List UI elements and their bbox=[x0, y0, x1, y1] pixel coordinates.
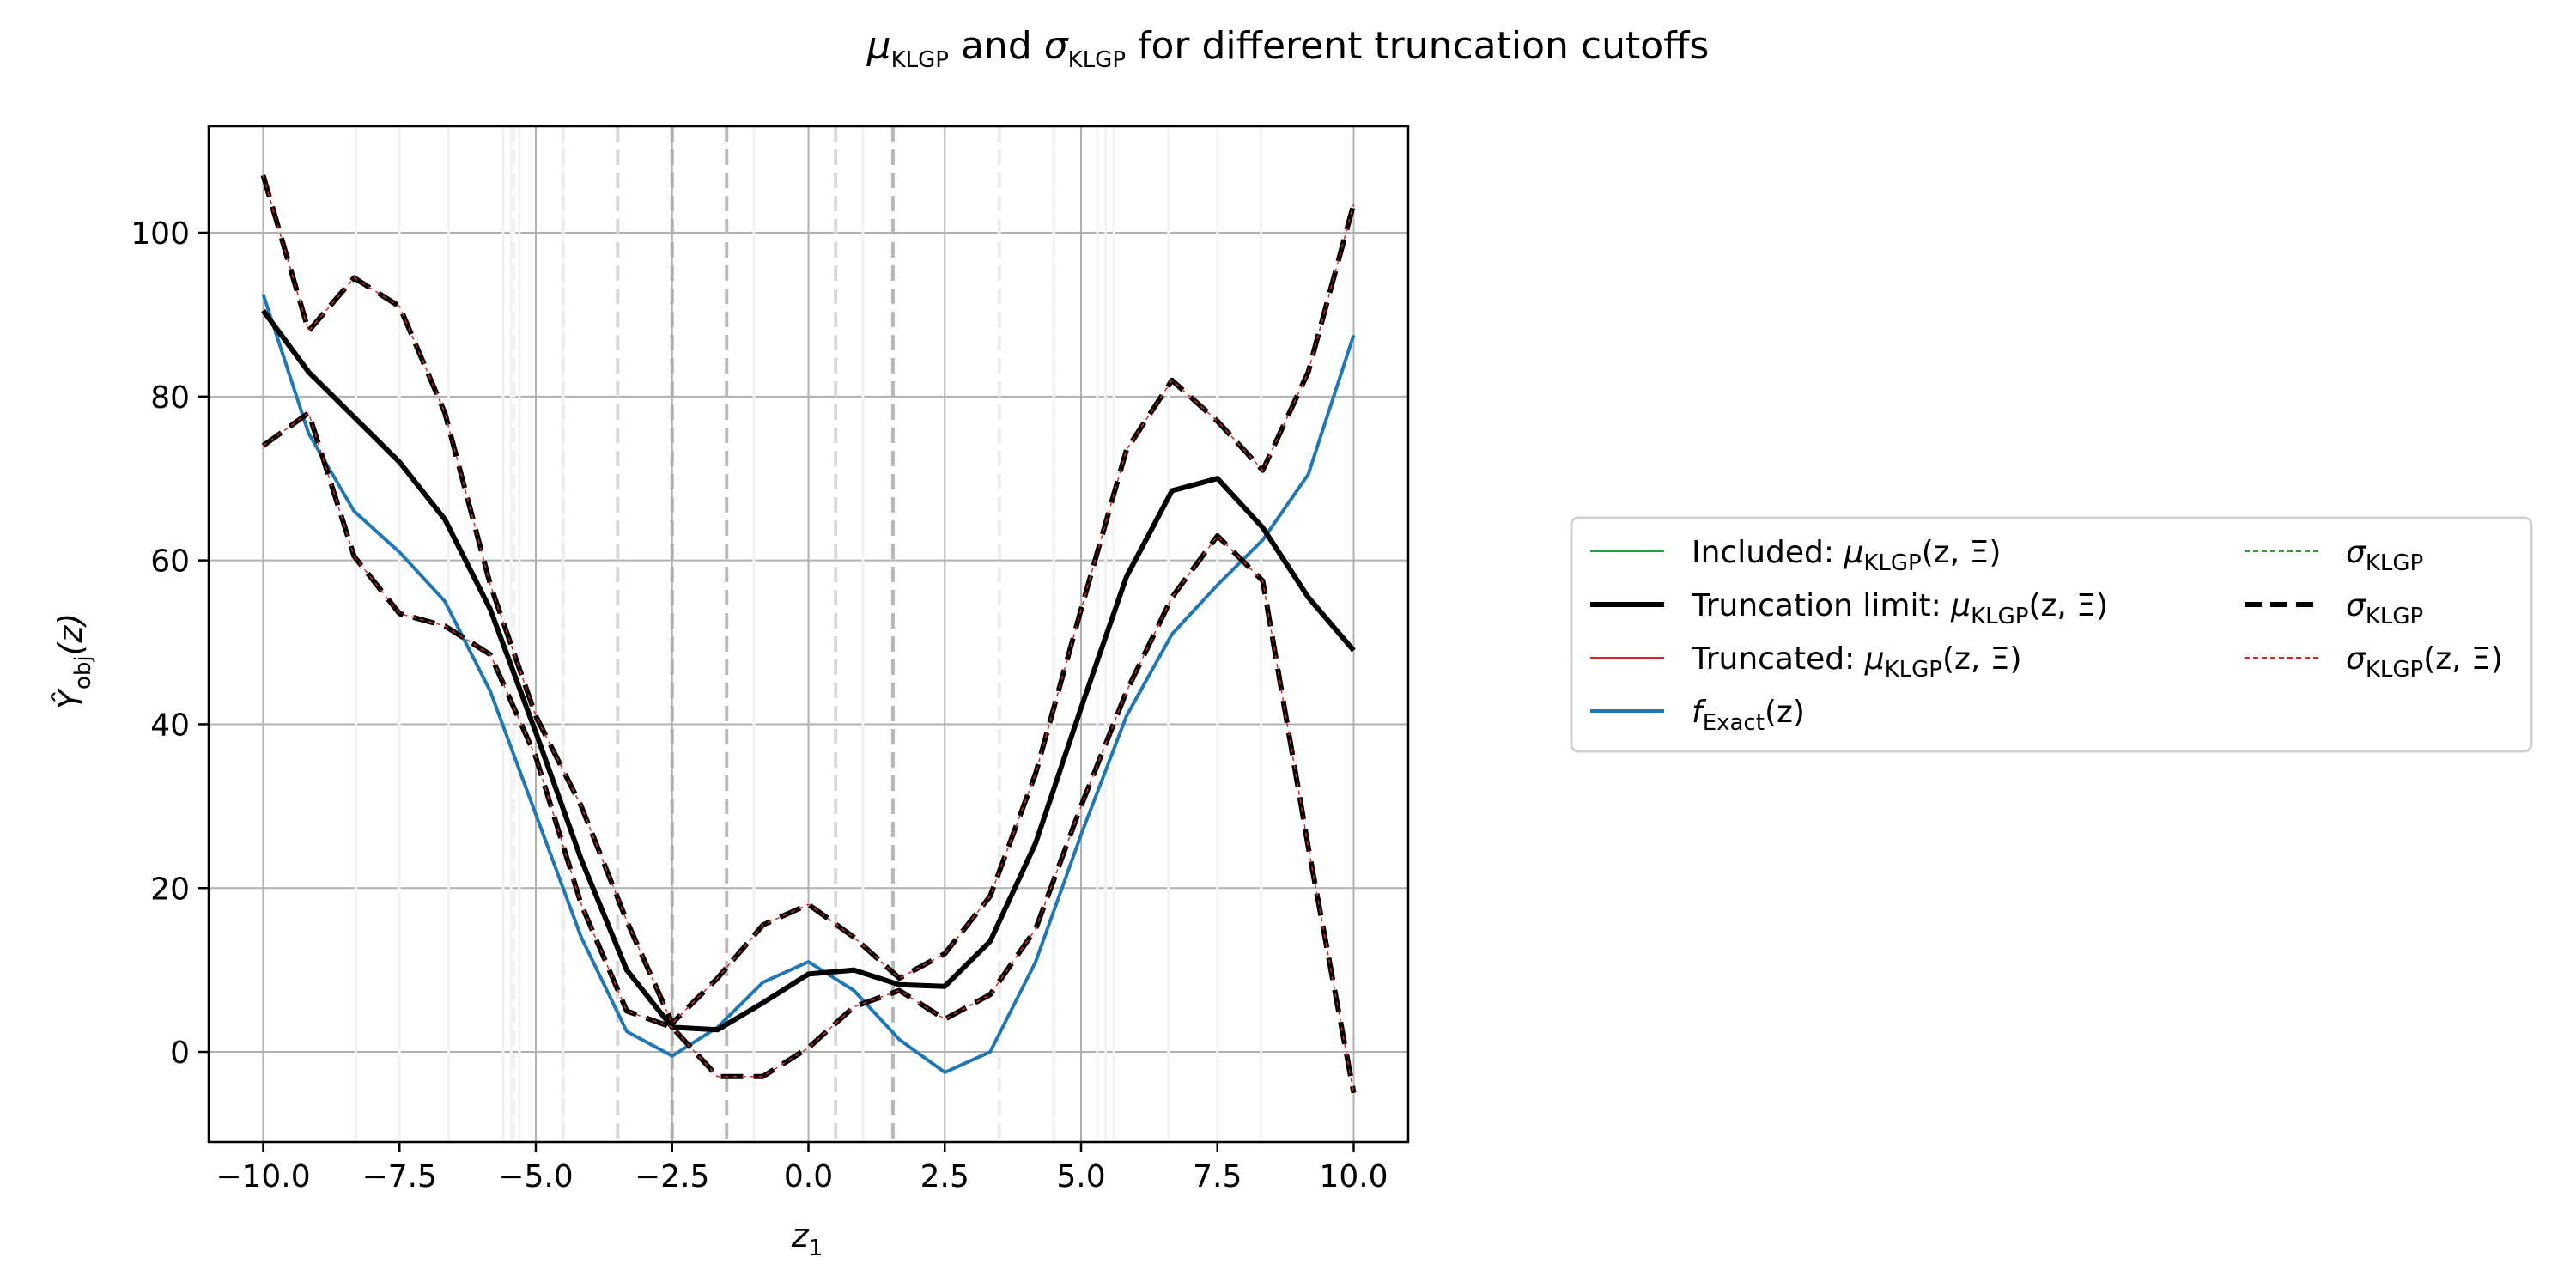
x-tick-label: −2.5 bbox=[635, 1159, 709, 1194]
truncation-cutoff-lines bbox=[354, 126, 1263, 1142]
x-tick-label: 7.5 bbox=[1193, 1159, 1242, 1194]
y-tick-label: 0 bbox=[170, 1036, 190, 1071]
y-ticks: 0 20 40 60 80 100 bbox=[131, 216, 209, 1071]
y-tick-label: 40 bbox=[150, 708, 190, 743]
y-axis-label: Ŷobj(z) bbox=[52, 613, 96, 709]
legend-label-right-2: σKLGP(z, Ξ) bbox=[2346, 641, 2503, 683]
x-tick-label: −10.0 bbox=[216, 1159, 310, 1194]
series-overlay-2 bbox=[262, 174, 1355, 1025]
series-line-0 bbox=[261, 293, 1356, 1074]
y-tick-label: 60 bbox=[150, 544, 190, 580]
series-layer bbox=[260, 174, 1357, 1094]
legend-label-right-0: σKLGP bbox=[2346, 535, 2423, 576]
y-tick-label: 80 bbox=[150, 380, 190, 416]
plot-area bbox=[207, 125, 1410, 1144]
x-tick-label: −5.0 bbox=[498, 1159, 573, 1194]
series-overlay-3 bbox=[263, 411, 1355, 1093]
chart-title: μKLGP and σKLGP for different truncation… bbox=[866, 24, 1710, 73]
legend-label-left-0: Included: μKLGP(z, Ξ) bbox=[1692, 535, 2001, 576]
grid-layer bbox=[209, 126, 1408, 1142]
x-tick-label: −7.5 bbox=[362, 1159, 437, 1194]
x-tick-label: 10.0 bbox=[1319, 1159, 1388, 1194]
x-tick-label: 5.0 bbox=[1056, 1159, 1105, 1194]
y-tick-label: 20 bbox=[150, 872, 190, 907]
legend-label-left-3: fExact(z) bbox=[1692, 695, 1805, 736]
x-tick-label: 0.0 bbox=[784, 1159, 833, 1194]
x-axis-label: z1 bbox=[791, 1217, 823, 1261]
x-ticks: −10.0 −7.5 −5.0 −2.5 0.0 2.5 5.0 7.5 10.0 bbox=[216, 1142, 1388, 1194]
series-line-1 bbox=[261, 308, 1356, 1033]
x-tick-label: 2.5 bbox=[920, 1159, 969, 1194]
legend-box bbox=[1570, 516, 2533, 753]
legend-label-left-1: Truncation limit: μKLGP(z, Ξ) bbox=[1691, 588, 2108, 629]
series-line-2 bbox=[260, 174, 1357, 1026]
legend-items: Included: μKLGP(z, Ξ) Truncation limit: μ… bbox=[1590, 535, 2503, 736]
y-tick-label: 100 bbox=[131, 216, 190, 252]
legend-label-left-2: Truncated: μKLGP(z, Ξ) bbox=[1691, 641, 2022, 683]
legend: Included: μKLGP(z, Ξ) Truncation limit: μ… bbox=[1570, 516, 2533, 753]
legend-label-right-1: σKLGP bbox=[2346, 588, 2423, 629]
